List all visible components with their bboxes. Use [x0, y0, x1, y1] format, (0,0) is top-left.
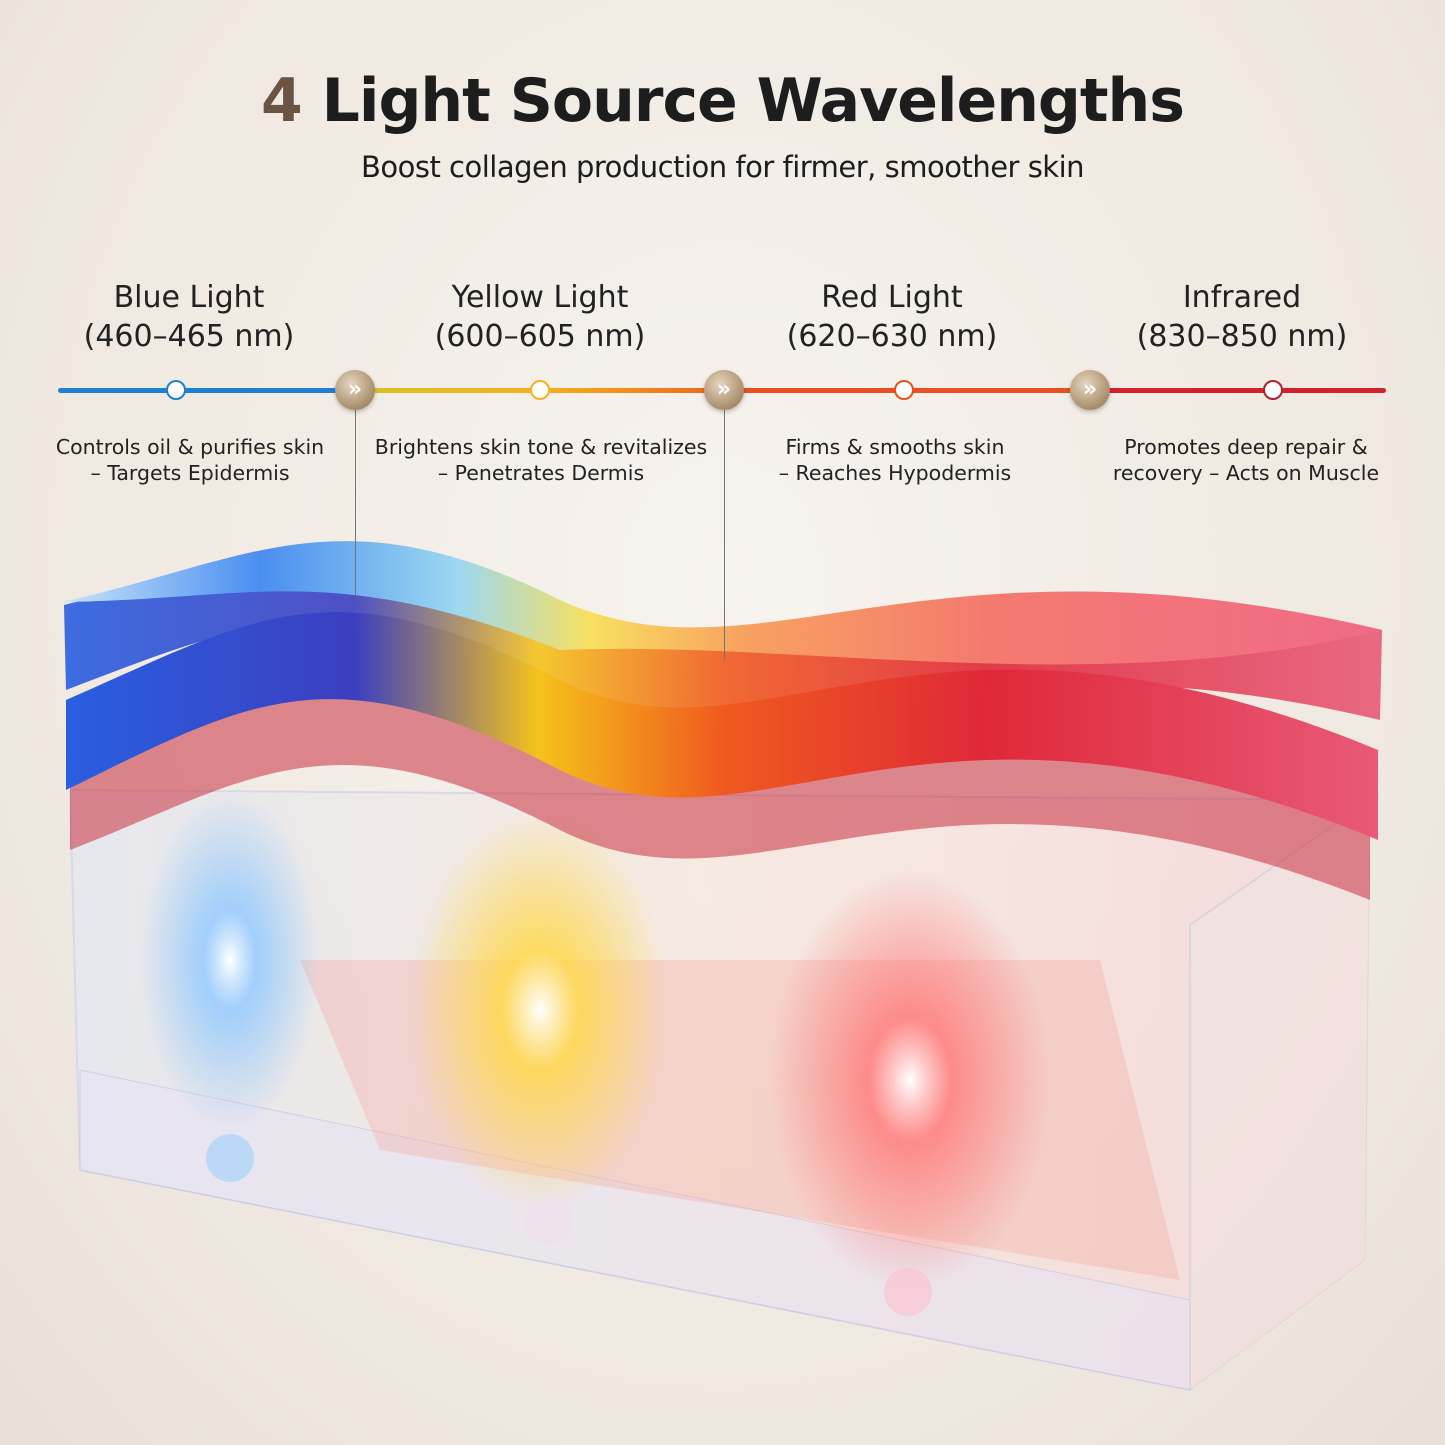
blue-marker — [166, 380, 186, 400]
blue-segment — [58, 388, 338, 393]
desc-line: Promotes deep repair & — [1124, 435, 1368, 459]
desc-line: – Targets Epidermis — [90, 461, 290, 485]
red-light-description: Firms & smooths skin – Reaches Hypodermis — [715, 434, 1075, 486]
page-title: 4 Light Source Wavelengths — [0, 66, 1445, 136]
yellow-light-label: Yellow Light (600–605 nm) — [360, 278, 720, 356]
wavelength-range: (600–605 nm) — [434, 319, 646, 354]
yellow-marker — [530, 380, 550, 400]
wavelength-range: (460–465 nm) — [83, 319, 295, 354]
double-chevron-right-icon: » — [704, 370, 744, 410]
light-name: Infrared — [1182, 280, 1302, 315]
infrared-label: Infrared (830–850 nm) — [1062, 278, 1422, 356]
double-chevron-right-icon: » — [1070, 370, 1110, 410]
connector-line — [724, 410, 725, 660]
blue-light-description: Controls oil & purifies skin – Targets Ep… — [10, 434, 370, 486]
wavelength-range: (830–850 nm) — [1136, 319, 1348, 354]
blue-light-label: Blue Light (460–465 nm) — [9, 278, 369, 356]
desc-line: – Reaches Hypodermis — [778, 461, 1012, 485]
title-text: Light Source Wavelengths — [321, 66, 1185, 136]
connector-line — [355, 410, 356, 595]
desc-line: Firms & smooths skin — [785, 435, 1005, 459]
light-name: Red Light — [821, 280, 963, 315]
infrared-description: Promotes deep repair & recovery – Acts on… — [1066, 434, 1426, 486]
red-marker — [894, 380, 914, 400]
yellow-light-description: Brightens skin tone & revitalizes – Penet… — [361, 434, 721, 486]
desc-line: Brightens skin tone & revitalizes — [374, 435, 708, 459]
wavelength-range: (620–630 nm) — [786, 319, 998, 354]
desc-line: Controls oil & purifies skin — [55, 435, 325, 459]
page-subtitle: Boost collagen production for firmer, sm… — [360, 150, 1085, 184]
double-chevron-right-icon: » — [335, 370, 375, 410]
desc-line: recovery – Acts on Muscle — [1112, 461, 1380, 485]
title-number: 4 — [261, 66, 303, 136]
desc-line: – Penetrates Dermis — [437, 461, 645, 485]
light-name: Yellow Light — [451, 280, 629, 315]
infrared-marker — [1263, 380, 1283, 400]
infrared-segment — [1108, 388, 1386, 393]
light-name: Blue Light — [113, 280, 265, 315]
red-light-label: Red Light (620–630 nm) — [712, 278, 1072, 356]
